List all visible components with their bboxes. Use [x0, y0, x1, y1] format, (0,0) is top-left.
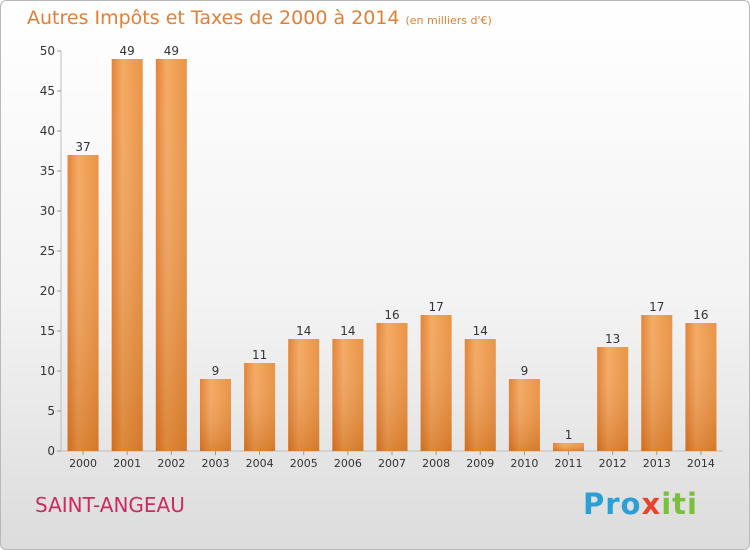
data-label: 14: [296, 324, 311, 338]
y-tick-label: 30: [40, 204, 55, 218]
x-tick-label: 2008: [422, 457, 450, 470]
proxiti-logo: Proxiti: [583, 487, 698, 521]
bar-shade: [685, 323, 717, 451]
x-tick-label: 2012: [599, 457, 627, 470]
y-tick-label: 35: [40, 164, 55, 178]
x-tick-label: 2000: [69, 457, 97, 470]
data-label: 14: [340, 324, 355, 338]
bar-shade: [641, 315, 673, 451]
data-label: 11: [252, 348, 267, 362]
y-tick-label: 0: [47, 444, 55, 458]
x-tick-label: 2006: [334, 457, 362, 470]
bar-shade: [597, 347, 629, 451]
y-tick-label: 40: [40, 124, 55, 138]
data-label: 1: [565, 428, 573, 442]
x-tick-label: 2007: [378, 457, 406, 470]
data-label: 9: [212, 364, 220, 378]
chart-title: Autres Impôts et Taxes de 2000 à 2014 (en…: [27, 7, 492, 29]
bar-shade: [508, 379, 540, 451]
y-tick-label: 25: [40, 244, 55, 258]
chart-title-text: Autres Impôts et Taxes de 2000 à 2014: [27, 7, 400, 29]
x-tick-label: 2013: [643, 457, 671, 470]
y-tick-label: 20: [40, 284, 55, 298]
logo-part-iti: iti: [661, 487, 698, 521]
y-tick-label: 10: [40, 364, 55, 378]
y-tick-label: 50: [40, 44, 55, 58]
bar-shade: [111, 59, 143, 451]
data-label: 16: [693, 308, 708, 322]
logo-part-p: Pro: [583, 487, 642, 521]
chart-unit-label: (en milliers d'€): [405, 14, 492, 27]
bar-shade: [376, 323, 408, 451]
x-tick-label: 2009: [466, 457, 494, 470]
bar-shade: [67, 155, 99, 451]
data-label: 13: [605, 332, 620, 346]
commune-name: SAINT-ANGEAU: [35, 493, 185, 517]
data-label: 14: [473, 324, 488, 338]
bar-shade: [288, 339, 320, 451]
data-label: 37: [75, 140, 90, 154]
data-label: 17: [428, 300, 443, 314]
data-label: 49: [120, 44, 135, 58]
y-tick-label: 5: [47, 404, 55, 418]
y-tick-label: 45: [40, 84, 55, 98]
x-tick-label: 2003: [201, 457, 229, 470]
bar-shade: [155, 59, 187, 451]
x-tick-label: 2001: [113, 457, 141, 470]
bar-shade: [199, 379, 231, 451]
bar-shade: [553, 443, 585, 451]
bar-shade: [464, 339, 496, 451]
x-tick-label: 2004: [246, 457, 274, 470]
bar-shade: [244, 363, 276, 451]
data-label: 49: [164, 44, 179, 58]
x-tick-label: 2014: [687, 457, 715, 470]
bar-shade: [420, 315, 452, 451]
data-label: 17: [649, 300, 664, 314]
y-tick-label: 15: [40, 324, 55, 338]
bar-shade: [332, 339, 364, 451]
data-label: 9: [521, 364, 529, 378]
x-tick-label: 2005: [290, 457, 318, 470]
x-tick-label: 2010: [510, 457, 538, 470]
data-label: 16: [384, 308, 399, 322]
x-tick-label: 2011: [555, 457, 583, 470]
x-tick-label: 2002: [157, 457, 185, 470]
logo-part-x: x: [641, 487, 662, 521]
